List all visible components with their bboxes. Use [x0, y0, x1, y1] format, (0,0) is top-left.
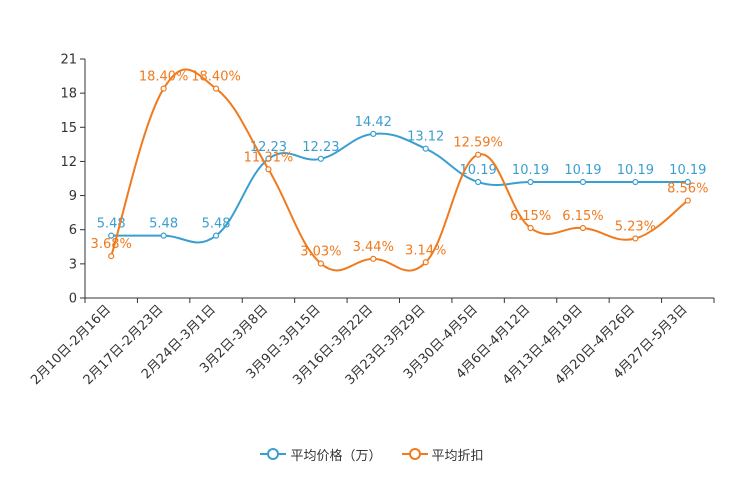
y-tick-label: 6 [69, 223, 77, 238]
y-tick-label: 9 [69, 189, 77, 204]
data-point [527, 224, 534, 232]
data-point [527, 178, 534, 186]
data-point [317, 260, 324, 267]
data-point [265, 166, 272, 173]
legend-discount-label: 平均折扣 [431, 448, 484, 464]
legend: 平均价格（万） 平均折扣 [0, 444, 744, 464]
data-point [212, 232, 220, 239]
legend-price-marker [260, 448, 287, 460]
series-line-0 [111, 132, 688, 244]
data-label: 12.59% [453, 136, 503, 151]
data-point [317, 155, 324, 162]
data-point [684, 197, 691, 204]
data-point [108, 232, 115, 239]
data-label: 8.56% [667, 182, 708, 197]
data-label: 11.31% [244, 150, 294, 165]
y-tick-label: 0 [69, 292, 77, 307]
legend-item-discount[interactable]: 平均折扣 [401, 445, 484, 464]
data-point [579, 178, 587, 186]
legend-discount-marker [401, 448, 428, 460]
data-label: 3.14% [405, 243, 446, 258]
data-point [632, 178, 639, 186]
data-label: 12.23 [302, 140, 339, 155]
data-point [475, 178, 482, 186]
data-point [370, 130, 377, 137]
data-point [422, 145, 429, 152]
data-label: 5.23% [615, 219, 656, 234]
data-label: 10.19 [669, 163, 706, 178]
y-tick-label: 12 [60, 155, 77, 170]
data-point [160, 232, 167, 239]
data-point [265, 155, 272, 162]
data-label: 10.19 [617, 163, 654, 178]
data-label: 5.48 [202, 217, 231, 232]
data-point [422, 259, 429, 266]
data-point [475, 151, 482, 158]
legend-item-price[interactable]: 平均价格（万） [260, 445, 382, 464]
data-label: 5.48 [149, 217, 178, 232]
data-point [108, 253, 115, 260]
y-tick-label: 21 [60, 53, 77, 68]
data-label: 6.15% [562, 209, 603, 224]
data-label: 18.40% [191, 70, 241, 85]
data-label: 10.19 [460, 163, 497, 178]
data-label: 3.68% [91, 237, 132, 252]
y-tick-label: 18 [60, 87, 77, 102]
y-tick-label: 15 [60, 121, 77, 136]
data-point [632, 235, 639, 242]
data-label: 13.12 [407, 130, 444, 145]
data-label: 10.19 [564, 163, 601, 178]
data-point [370, 255, 377, 262]
line-chart: 0369121518212月10日-2月16日2月17日-2月23日2月24日-… [28, 53, 715, 388]
data-point [160, 85, 167, 92]
data-label: 3.03% [300, 245, 341, 260]
legend-price-label: 平均价格（万） [290, 448, 382, 464]
y-tick-label: 3 [69, 257, 77, 272]
data-label: 18.40% [139, 70, 189, 85]
data-label: 10.19 [512, 163, 549, 178]
data-label: 6.15% [510, 209, 551, 224]
data-point [684, 178, 691, 186]
data-point [579, 224, 587, 232]
data-label: 3.44% [353, 240, 394, 255]
data-label: 14.42 [355, 115, 392, 130]
data-point [212, 85, 220, 92]
